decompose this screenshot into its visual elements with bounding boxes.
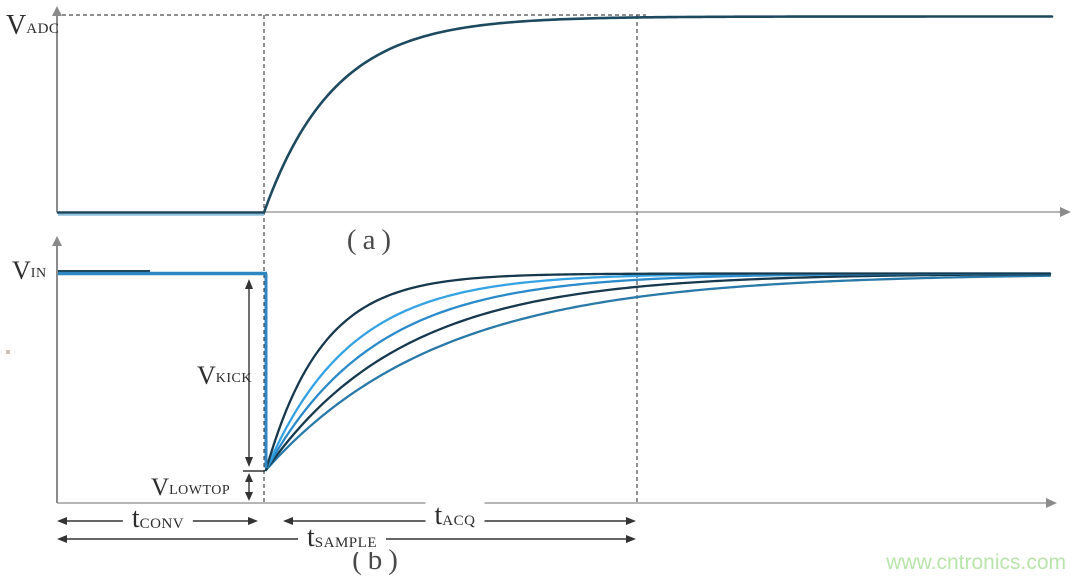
vadc-axis-label-main: V xyxy=(6,10,27,41)
panel-a-x-axis-arrow-icon xyxy=(1060,207,1071,217)
tacq-arrow-left-icon xyxy=(283,517,293,525)
tacq-arrow-right-icon xyxy=(626,517,636,525)
panel-b-x-axis-arrow-icon xyxy=(1046,498,1057,508)
vin-recovery-curve-fast xyxy=(264,272,1052,472)
vadc-axis-label-sub: ADC xyxy=(26,21,60,37)
vkick-label-sub: KICK xyxy=(215,371,253,386)
vin-recovery-curve-medium xyxy=(264,272,1052,472)
tconv-label-sub: CONV xyxy=(139,516,185,532)
vadc-axis-label: V ADC xyxy=(6,12,59,40)
vin-axis-label: V IN xyxy=(12,258,47,284)
vin-axis-label-main: V xyxy=(12,256,31,285)
tconv-arrow-right-icon xyxy=(248,517,258,525)
tconv-arrow-left-icon xyxy=(57,517,67,525)
vadc-settling-curve xyxy=(56,15,1054,214)
vkick-arrow-down-icon xyxy=(245,457,253,467)
vkick-arrow-up-icon xyxy=(245,279,253,289)
vin-recovery-curve-slow xyxy=(264,273,1052,472)
watermark: www.cntronics.com xyxy=(886,551,1066,574)
vkick-label-main: V xyxy=(197,361,216,390)
vin-recovery-curve-fastest xyxy=(264,272,1052,472)
vlowtop-arrow-up-icon xyxy=(245,473,253,482)
tconv-label-main: t xyxy=(131,503,140,534)
vin-recovery-curve-slowest xyxy=(264,274,1052,472)
tconv-label: t CONV xyxy=(122,503,194,534)
tsample-label-sub: SAMPLE xyxy=(314,535,377,551)
panel-b-caption: (b) xyxy=(348,546,408,575)
tsample-arrow-right-icon xyxy=(626,535,636,543)
stray-dot xyxy=(6,350,10,354)
panel-a-caption: (a) xyxy=(342,226,402,255)
vkick-label: V KICK xyxy=(197,363,252,389)
tsample-label-main: t xyxy=(307,522,315,553)
tacq-label-main: t xyxy=(434,500,443,531)
vin-axis-label-sub: IN xyxy=(30,266,47,281)
vlowtop-label: V LOWTOP xyxy=(151,475,230,500)
tacq-label: t ACQ xyxy=(425,500,485,531)
vlowtop-arrow-down-icon xyxy=(245,492,253,501)
tsample-arrow-left-icon xyxy=(57,535,67,543)
vlowtop-label-sub: LOWTOP xyxy=(169,483,231,498)
vlowtop-label-main: V xyxy=(151,474,170,501)
tsample-label: t SAMPLE xyxy=(298,524,386,552)
panel-b-y-axis-arrow-icon xyxy=(52,236,62,246)
panel-a-y-axis-arrow-icon xyxy=(52,6,62,16)
tacq-label-sub: ACQ xyxy=(442,513,476,529)
